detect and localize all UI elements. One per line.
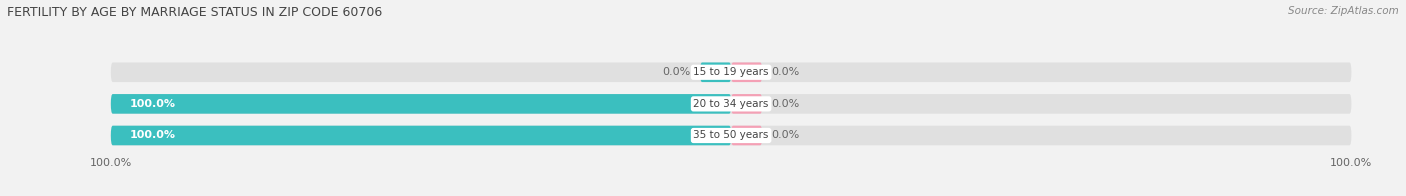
- FancyBboxPatch shape: [111, 94, 731, 114]
- Text: 0.0%: 0.0%: [772, 67, 800, 77]
- FancyBboxPatch shape: [111, 94, 1351, 114]
- Text: 100.0%: 100.0%: [129, 99, 176, 109]
- Text: 15 to 19 years: 15 to 19 years: [693, 67, 769, 77]
- FancyBboxPatch shape: [111, 126, 731, 145]
- Text: 0.0%: 0.0%: [772, 99, 800, 109]
- Text: 0.0%: 0.0%: [772, 131, 800, 141]
- FancyBboxPatch shape: [731, 63, 762, 82]
- Text: 35 to 50 years: 35 to 50 years: [693, 131, 769, 141]
- Text: 100.0%: 100.0%: [129, 131, 176, 141]
- Text: Source: ZipAtlas.com: Source: ZipAtlas.com: [1288, 6, 1399, 16]
- FancyBboxPatch shape: [731, 126, 762, 145]
- Text: 20 to 34 years: 20 to 34 years: [693, 99, 769, 109]
- FancyBboxPatch shape: [111, 63, 1351, 82]
- FancyBboxPatch shape: [731, 94, 762, 114]
- Text: FERTILITY BY AGE BY MARRIAGE STATUS IN ZIP CODE 60706: FERTILITY BY AGE BY MARRIAGE STATUS IN Z…: [7, 6, 382, 19]
- Text: 0.0%: 0.0%: [662, 67, 690, 77]
- FancyBboxPatch shape: [700, 63, 731, 82]
- FancyBboxPatch shape: [111, 126, 1351, 145]
